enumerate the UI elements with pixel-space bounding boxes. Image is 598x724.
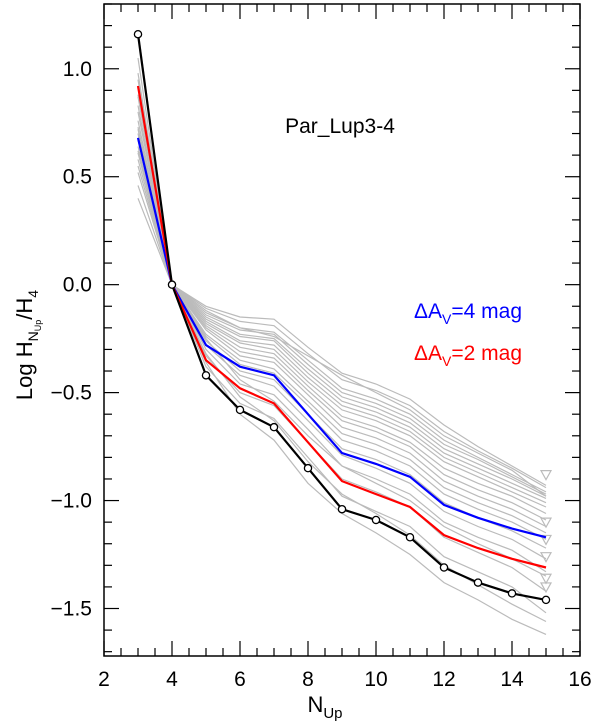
background-series-line xyxy=(137,129,547,577)
series-line xyxy=(136,85,547,569)
background-series-line xyxy=(137,105,547,540)
data-point xyxy=(303,463,313,473)
upper-limit-marker xyxy=(539,552,553,563)
upper-limit-marker xyxy=(539,517,553,529)
background-series-line xyxy=(137,198,547,486)
y-tick-label: −1.5 xyxy=(51,598,92,621)
tick-labels: 2 4 6 8 10 12 14 16 1.0 0.5 0.0 −0.5 −1.0 −1.5 xyxy=(51,58,592,691)
highlighted-series-group xyxy=(133,29,551,605)
background-series-line xyxy=(137,29,547,614)
x-tick-label: 14 xyxy=(500,668,524,691)
background-series-line xyxy=(137,150,547,497)
data-point xyxy=(337,504,347,514)
data-point xyxy=(473,578,483,587)
background-series-line xyxy=(137,165,547,495)
y-tick-label: −1.0 xyxy=(51,490,92,513)
upper-limit-marker xyxy=(539,534,553,546)
y-tick-label: 0.0 xyxy=(63,274,92,297)
x-axis-title: NUp xyxy=(307,692,342,722)
x-tick-label: 12 xyxy=(432,668,455,691)
data-point xyxy=(167,280,177,289)
background-series-line xyxy=(137,133,547,515)
data-point xyxy=(507,589,517,598)
y-tick-label: −0.5 xyxy=(51,382,92,405)
chart-annotation: Par_Lup3-4 xyxy=(285,115,395,138)
y-tick-label: 0.5 xyxy=(63,166,92,189)
legend-entry-2mag: ΔAV=2 mag xyxy=(414,342,522,369)
x-tick-label: 4 xyxy=(166,668,178,691)
background-series-line xyxy=(137,139,547,508)
background-series-line xyxy=(137,79,547,635)
data-point xyxy=(541,595,551,605)
background-series-group xyxy=(137,29,553,635)
background-series-line xyxy=(137,159,547,497)
data-point xyxy=(201,371,211,380)
background-series-line xyxy=(137,146,547,504)
x-tick-label: 10 xyxy=(364,668,387,691)
upper-limit-marker xyxy=(539,470,553,481)
data-point xyxy=(439,563,449,572)
background-series-line xyxy=(137,120,547,528)
data-point xyxy=(371,515,381,525)
y-axis-title: Log HNUp/H4 xyxy=(12,290,43,400)
legend-entry-4mag: ΔAV=4 mag xyxy=(414,300,522,327)
data-point xyxy=(133,29,143,39)
series-line xyxy=(136,137,547,539)
data-point xyxy=(235,405,245,415)
background-series-line xyxy=(137,152,547,499)
upper-limit-marker xyxy=(539,573,553,585)
x-tick-label: 8 xyxy=(302,668,314,691)
upper-limit-marker xyxy=(539,582,553,594)
background-series-line xyxy=(137,185,547,489)
y-tick-label: 1.0 xyxy=(63,58,92,81)
background-series-line xyxy=(137,111,547,534)
x-tick-label: 2 xyxy=(98,668,110,691)
data-point xyxy=(269,422,279,432)
background-series-line xyxy=(137,126,547,521)
x-tick-label: 6 xyxy=(234,668,246,691)
x-tick-label: 16 xyxy=(568,668,591,691)
data-point xyxy=(405,533,415,542)
background-series-line xyxy=(137,172,547,493)
axis-ticks xyxy=(103,3,581,656)
background-series-line xyxy=(137,57,547,592)
